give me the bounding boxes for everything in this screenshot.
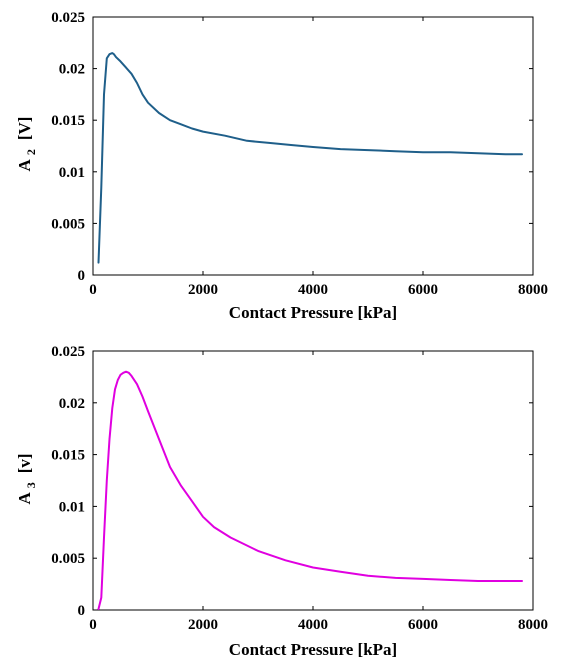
- x-tick-label: 8000: [518, 282, 548, 298]
- y-axis-label-unit: [v]: [15, 453, 34, 473]
- y-tick-label: 0.005: [51, 551, 85, 567]
- y-axis-label-sub: 3: [24, 482, 38, 488]
- y-tick-label: 0.005: [51, 216, 85, 232]
- x-tick-label: 8000: [518, 617, 548, 633]
- y-tick-label: 0.015: [51, 113, 85, 129]
- y-axis-label: A 2 [V]: [15, 117, 39, 172]
- y-axis-label-sub: 2: [24, 149, 38, 155]
- x-tick-label: 6000: [408, 617, 438, 633]
- y-tick-label: 0.02: [59, 396, 85, 412]
- y-tick-label: 0.015: [51, 448, 85, 464]
- chart-a2: 0 2000 4000 6000 8000 0 0.005 0.01 0.015 0.02 0.02…: [15, 10, 548, 322]
- x-tick-label: 4000: [298, 282, 328, 298]
- plot-area: 0 2000 4000 6000 8000 0 0.005 0.01 0.015 0.02 0.02…: [51, 10, 548, 298]
- svg-text:A 2 [V]: A 2 [V]: [15, 117, 39, 172]
- x-tick-label: 0: [89, 617, 97, 633]
- y-tick-label: 0.02: [59, 62, 85, 78]
- y-tick-label: 0.01: [59, 165, 85, 181]
- x-axis-label: Contact Pressure [kPa]: [229, 640, 397, 659]
- y-axis-label-base: A: [15, 158, 34, 171]
- plot-area: 0 2000 4000 6000 8000 0 0.005 0.01 0.015 0.02 0.02…: [51, 344, 548, 633]
- x-axis-label: Contact Pressure [kPa]: [229, 303, 397, 322]
- y-axis-label: A 3 [v]: [15, 453, 39, 504]
- x-tick-label: 0: [89, 282, 97, 298]
- axes-box: [92, 350, 534, 611]
- x-tick-label: 2000: [188, 617, 218, 633]
- svg-text:A 3 [v]: A 3 [v]: [15, 453, 39, 504]
- y-tick-label: 0.01: [59, 499, 85, 515]
- y-tick-label: 0: [78, 268, 86, 284]
- y-axis-label-unit: [V]: [15, 117, 34, 141]
- x-tick-label: 6000: [408, 282, 438, 298]
- series-line: [97, 52, 523, 264]
- series-line: [97, 370, 523, 610]
- chart-a3: 0 2000 4000 6000 8000 0 0.005 0.01 0.015 0.02 0.02…: [15, 344, 548, 659]
- y-tick-label: 0.025: [51, 344, 85, 360]
- y-tick-label: 0.025: [51, 10, 85, 26]
- x-tick-label: 4000: [298, 617, 328, 633]
- x-tick-label: 2000: [188, 282, 218, 298]
- y-axis-label-base: A: [15, 492, 34, 505]
- y-tick-label: 0: [78, 603, 86, 619]
